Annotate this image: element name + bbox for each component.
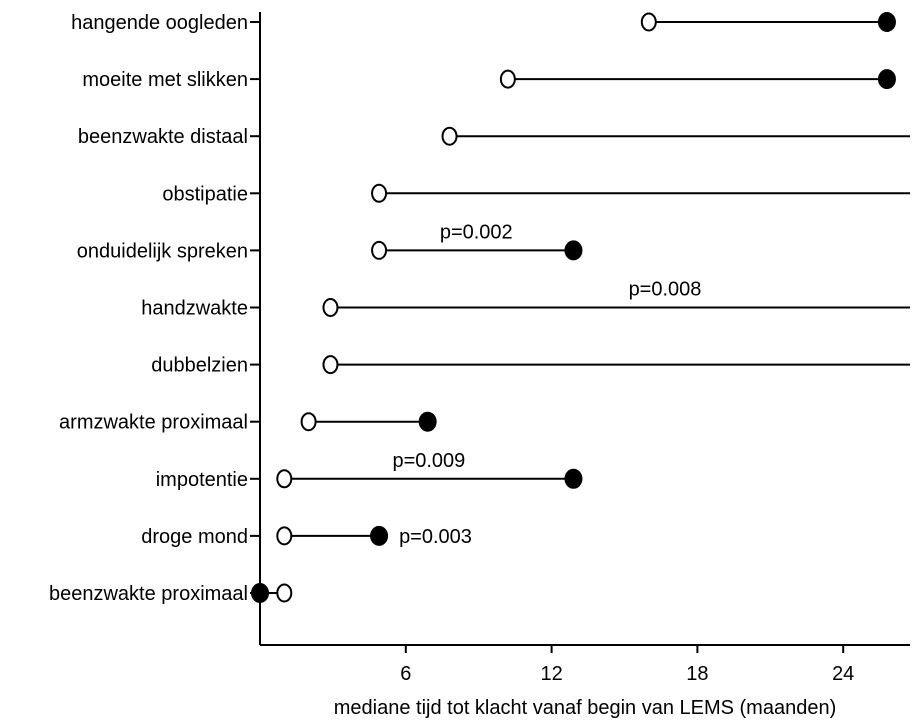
open-marker (276, 583, 293, 603)
x-axis-label: mediane tijd tot klacht vanaf begin van … (334, 697, 837, 719)
category-label: beenzwakte distaal (78, 126, 248, 148)
x-tick-label: 12 (540, 663, 562, 685)
filled-marker (418, 411, 437, 432)
p-value-label: p=0.009 (392, 450, 465, 472)
open-marker (276, 469, 293, 489)
open-marker (300, 412, 317, 432)
filled-marker (877, 69, 896, 90)
category-label: obstipatie (162, 183, 248, 205)
category-label: dubbelzien (151, 355, 248, 377)
category-label: droge mond (141, 526, 248, 548)
open-marker (499, 69, 516, 89)
filled-marker (564, 468, 583, 489)
x-tick-label: 6 (400, 663, 411, 685)
p-value-label: p=0.008 (629, 279, 702, 301)
category-label: moeite met slikken (82, 69, 248, 91)
open-marker (276, 526, 293, 546)
category-label: handzwakte (141, 298, 248, 320)
category-label: beenzwakte proximaal (49, 583, 248, 605)
open-marker (640, 12, 657, 32)
category-label: armzwakte proximaal (59, 412, 248, 434)
open-marker (371, 240, 388, 260)
filled-marker (370, 525, 389, 546)
filled-marker (877, 12, 896, 32)
open-marker (322, 355, 339, 375)
category-label: impotentie (156, 469, 248, 491)
p-value-label: p=0.003 (399, 526, 472, 548)
open-marker (322, 298, 339, 317)
x-tick-label: 18 (686, 663, 708, 685)
open-marker (441, 126, 458, 146)
open-marker (371, 183, 388, 203)
filled-marker (564, 240, 583, 261)
p-value-label: p=0.002 (440, 221, 513, 243)
category-label: onduidelijk spreken (77, 240, 248, 262)
category-label: hangende oogleden (71, 12, 248, 34)
x-tick-label: 24 (832, 663, 854, 685)
